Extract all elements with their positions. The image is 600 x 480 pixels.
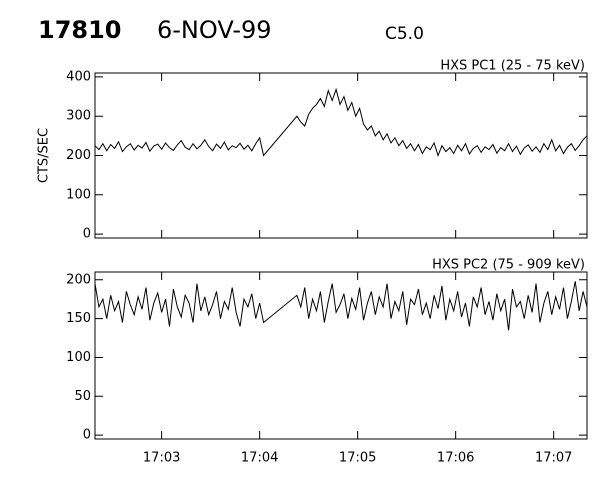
x-tick-label: 17:05 <box>339 451 376 466</box>
panel-title: HXS PC1 (25 - 75 keV) <box>440 59 585 74</box>
y-tick-label: 100 <box>66 350 91 365</box>
flare-class: C5.0 <box>385 24 424 44</box>
y-tick-label: 0 <box>83 428 91 443</box>
x-tick-label: 17:03 <box>143 451 180 466</box>
plot-frame <box>94 271 588 440</box>
y-tick-label: 400 <box>66 69 91 84</box>
event-id: 17810 <box>38 16 122 44</box>
y-tick-label: 0 <box>83 227 91 242</box>
y-tick-label: 300 <box>66 109 91 124</box>
y-tick-label: 200 <box>66 148 91 163</box>
x-tick-label: 17:06 <box>437 451 474 466</box>
event-date: 6-NOV-99 <box>157 16 272 44</box>
y-tick-label: 50 <box>74 389 91 404</box>
y-tick-label: 150 <box>66 311 91 326</box>
x-tick-label: 17:07 <box>535 451 572 466</box>
data-line <box>94 281 588 331</box>
panel-title: HXS PC2 (75 - 909 keV) <box>432 258 585 273</box>
y-axis-label: CTS/SEC <box>37 128 52 183</box>
y-tick-label: 200 <box>66 272 91 287</box>
x-tick-label: 17:04 <box>241 451 278 466</box>
data-line <box>94 87 588 157</box>
y-tick-label: 100 <box>66 187 91 202</box>
